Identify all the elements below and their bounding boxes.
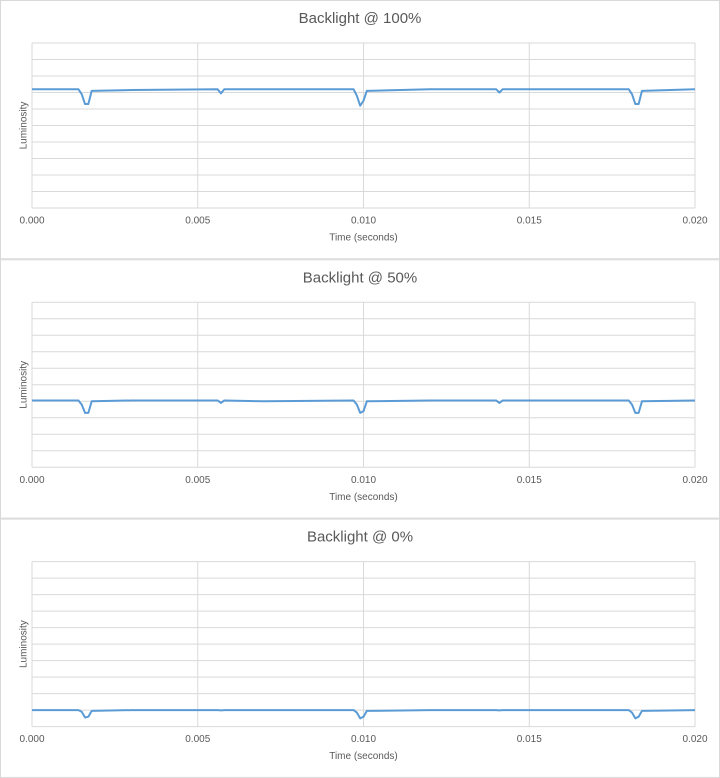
x-tick-label: 0.005 (185, 475, 210, 486)
x-tick-label: 0.020 (682, 475, 707, 486)
x-tick-label: 0.020 (682, 734, 707, 745)
y-axis-title: Luminosity (19, 361, 30, 409)
x-tick-label: 0.015 (517, 475, 542, 486)
x-tick-label: 0.000 (19, 216, 44, 227)
x-tick-label: 0.000 (19, 475, 44, 486)
chart-title: Backlight @ 0% (307, 529, 413, 546)
x-tick-label: 0.005 (185, 216, 210, 227)
chart-title: Backlight @ 100% (299, 10, 422, 27)
data-line (32, 399, 696, 414)
chart-panel (0, 518, 720, 778)
x-tick-label: 0.020 (682, 216, 707, 227)
chart-panel (0, 0, 720, 260)
x-tick-label: 0.010 (351, 734, 376, 745)
chart-panel (0, 259, 720, 519)
x-axis-title: Time (seconds) (329, 492, 398, 503)
x-tick-label: 0.015 (517, 216, 542, 227)
chart-title: Backlight @ 50% (303, 269, 417, 286)
y-axis-title: Luminosity (19, 102, 30, 150)
y-axis-title: Luminosity (19, 620, 30, 668)
x-tick-label: 0.015 (517, 734, 542, 745)
x-tick-label: 0.010 (351, 475, 376, 486)
x-axis-title: Time (seconds) (329, 233, 398, 244)
data-line (32, 88, 696, 107)
x-tick-label: 0.005 (185, 734, 210, 745)
data-line (32, 709, 696, 720)
x-tick-label: 0.010 (351, 216, 376, 227)
x-axis-title: Time (seconds) (329, 751, 398, 762)
x-tick-label: 0.000 (19, 734, 44, 745)
